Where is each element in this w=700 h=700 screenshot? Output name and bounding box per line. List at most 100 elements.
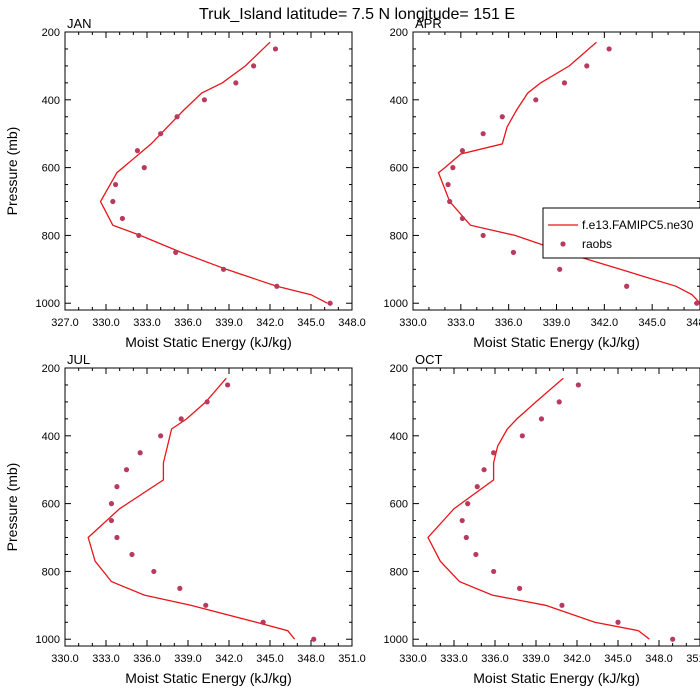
raobs-point <box>480 131 486 137</box>
x-axis-label: Moist Static Energy (kJ/kg) <box>125 670 292 686</box>
y-tick-label: 400 <box>42 431 60 443</box>
raobs-point <box>533 97 539 103</box>
raobs-point <box>517 585 523 591</box>
x-tick-label: 333.0 <box>133 317 161 329</box>
plot-frame <box>412 367 700 647</box>
raobs-point <box>119 215 125 222</box>
raobs-point <box>158 131 164 137</box>
raobs-point <box>694 300 700 306</box>
raobs-point <box>173 249 179 255</box>
plot-area <box>437 41 700 306</box>
plot-frame <box>64 367 353 647</box>
legend-model-label: f.e13.FAMIPC5.ne30 <box>582 218 694 232</box>
panel-title: APR <box>415 16 442 31</box>
raobs-point <box>141 165 147 171</box>
x-tick-label: 348.0 <box>297 653 325 665</box>
raobs-point <box>463 534 469 541</box>
x-tick-label: 342.0 <box>591 317 619 329</box>
raobs-point <box>177 585 183 591</box>
x-tick-label: 330.0 <box>92 317 120 329</box>
x-tick-label: 330.0 <box>399 317 427 329</box>
x-tick-label: 345.0 <box>297 317 325 329</box>
raobs-point <box>473 551 479 558</box>
y-tick-label: 200 <box>390 363 408 375</box>
y-tick-label: 800 <box>390 566 408 578</box>
raobs-point <box>151 568 157 575</box>
raobs-point <box>450 165 456 171</box>
raobs-point <box>538 416 545 422</box>
x-tick-label: 336.0 <box>174 317 202 329</box>
plot-frame <box>64 31 353 311</box>
y-tick-label: 1000 <box>384 634 408 646</box>
raobs-point <box>510 249 517 255</box>
x-axis-label: Moist Static Energy (kJ/kg) <box>125 334 292 350</box>
y-tick-label: 1000 <box>36 634 60 646</box>
model-line <box>87 377 296 640</box>
y-tick-label: 400 <box>390 95 408 107</box>
raobs-point <box>158 433 164 439</box>
y-tick-label: 600 <box>390 499 408 511</box>
raobs-point <box>559 602 565 608</box>
y-tick-label: 400 <box>42 95 60 107</box>
y-tick-label: 200 <box>390 27 408 39</box>
x-tick-label: 333.0 <box>92 653 120 665</box>
x-tick-label: 345.0 <box>604 653 632 665</box>
panels: 327.0 330.0 333.0 336.0 339.0 342.0 345.0 348.0… <box>4 16 700 686</box>
raobs-point <box>480 232 486 239</box>
raobs-point <box>459 148 466 154</box>
raobs-point <box>178 416 184 422</box>
raobs-point <box>110 198 116 205</box>
raobs-point <box>491 568 497 575</box>
y-tick-label: 600 <box>42 163 60 175</box>
panel-apr: 330.0 333.0 336.0 339.0 342.0 345.0 348.0 200 40… <box>384 16 700 350</box>
y-tick-label: 400 <box>390 431 408 443</box>
x-axis-label: Moist Static Energy (kJ/kg) <box>473 334 640 350</box>
x-tick-label: 348.0 <box>686 317 700 329</box>
x-tick-label: 339.0 <box>215 317 243 329</box>
raobs-point <box>561 80 568 86</box>
y-axis-label: Pressure (mb) <box>4 127 20 216</box>
x-tick-label: 351.0 <box>338 653 366 665</box>
raobs-point <box>233 80 239 86</box>
legend: f.e13.FAMIPC5.ne30 raobs <box>542 207 700 259</box>
y-tick-label: 800 <box>390 230 408 242</box>
raobs-point <box>491 450 497 456</box>
raobs-point <box>204 399 210 405</box>
raobs-point <box>481 467 487 473</box>
raobs-point <box>584 63 590 69</box>
legend-obs-label: raobs <box>582 237 612 251</box>
x-tick-label: 339.0 <box>522 653 550 665</box>
raobs-point <box>272 46 279 52</box>
x-tick-label: 327.0 <box>51 317 79 329</box>
raobs-point <box>137 450 143 456</box>
raobs-point <box>225 382 231 388</box>
x-tick-label: 336.0 <box>481 653 509 665</box>
plot-area <box>427 377 676 642</box>
raobs-point <box>260 619 266 625</box>
raobs-point <box>134 148 141 154</box>
raobs-point <box>274 283 280 289</box>
plot-area <box>87 377 317 642</box>
panel-title: JUL <box>67 352 90 367</box>
raobs-point <box>220 266 227 272</box>
raobs-point <box>624 283 630 289</box>
legend-box <box>542 207 700 259</box>
panel-oct: 330.0 333.0 336.0 339.0 342.0 345.0 348.0 351.0… <box>384 352 700 686</box>
raobs-point <box>459 215 466 222</box>
raobs-point <box>606 46 612 52</box>
figure-title: Truk_Island latitude= 7.5 N longitude= 1… <box>199 6 515 23</box>
raobs-point <box>327 300 333 306</box>
raobs-point <box>465 501 471 507</box>
x-tick-label: 345.0 <box>638 317 666 329</box>
raobs-point <box>459 517 465 524</box>
x-tick-label: 348.0 <box>645 653 673 665</box>
raobs-point <box>174 114 180 120</box>
y-tick-label: 600 <box>390 163 408 175</box>
raobs-point <box>136 232 142 239</box>
y-tick-label: 600 <box>42 499 60 511</box>
x-tick-label: 348.0 <box>338 317 366 329</box>
raobs-point <box>447 198 453 205</box>
x-tick-label: 336.0 <box>495 317 523 329</box>
x-tick-label: 333.0 <box>440 653 468 665</box>
